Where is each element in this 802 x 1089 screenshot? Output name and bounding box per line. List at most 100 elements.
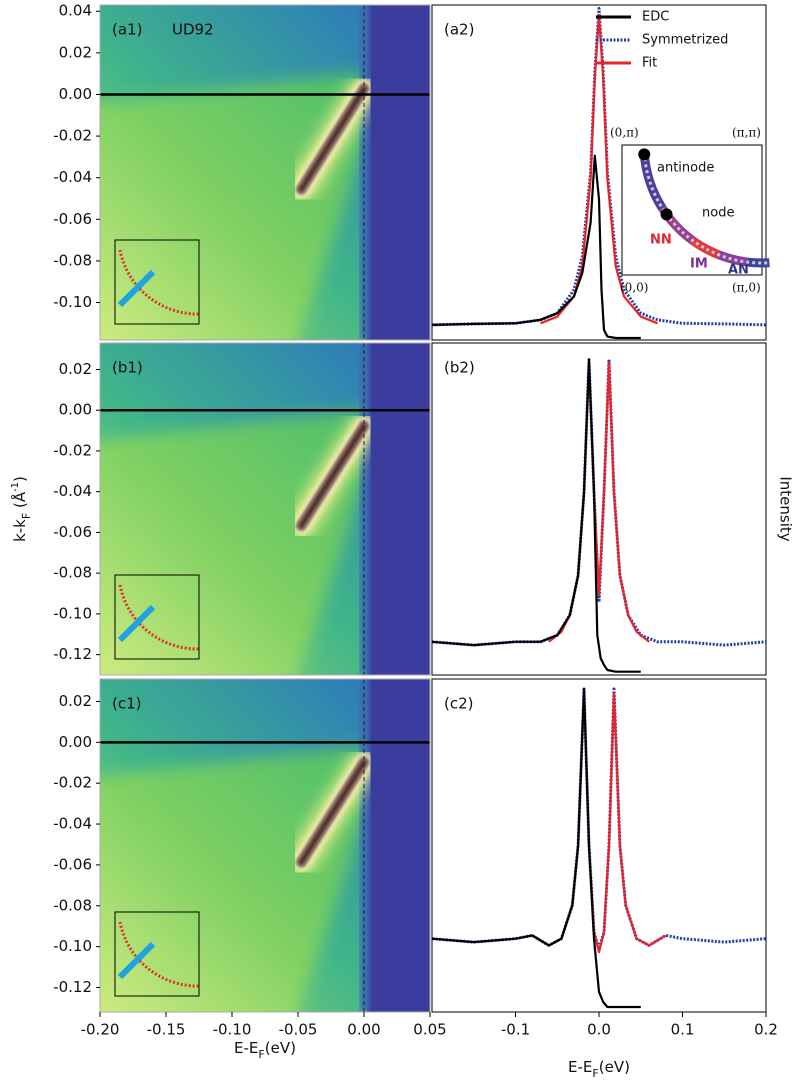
- inset-cut: [117, 604, 156, 643]
- series-line: [431, 358, 767, 647]
- panel-label: (c2): [444, 695, 474, 713]
- x-tick-label: 0.05: [413, 1021, 446, 1039]
- panel-label: (c1): [112, 695, 142, 713]
- y-tick-label: 0.00: [59, 733, 92, 751]
- x-tick-label: 0.0: [587, 1021, 611, 1039]
- y-tick-label: -0.04: [53, 482, 92, 500]
- y-tick-label: -0.08: [53, 896, 92, 914]
- y-tick-label: -0.06: [53, 523, 92, 541]
- frame: [431, 342, 767, 676]
- label-part: (Å: [10, 491, 29, 513]
- x-tick-label: -0.20: [81, 1021, 120, 1039]
- label-part: E-E: [234, 1039, 258, 1057]
- panel-label: (b2): [444, 359, 475, 377]
- y-tick-label: 0.00: [59, 401, 92, 419]
- spectral-wedge: [100, 409, 378, 675]
- inset-box: [114, 574, 200, 660]
- above-ef-edge: [360, 5, 370, 340]
- label-part: E-E: [568, 1058, 592, 1076]
- panel-label: (b1): [112, 359, 143, 377]
- label-part: F: [20, 513, 33, 519]
- panel-label: (a1): [112, 21, 142, 39]
- y-tick-label: -0.02: [53, 441, 92, 459]
- y-tick-label: -0.10: [53, 293, 92, 311]
- y-tick-label: 0.04: [59, 2, 92, 20]
- frame: [99, 678, 431, 1013]
- y-tick-label: -0.12: [53, 978, 92, 996]
- annotation: UD92: [172, 21, 214, 39]
- fermi-arc-dots: [642, 152, 770, 265]
- panel-label: (a2): [444, 21, 474, 39]
- heatmap: [100, 679, 430, 1012]
- y-tick-label: -0.08: [53, 251, 92, 269]
- label-part: F: [258, 1048, 264, 1061]
- antinode-label: antinode: [657, 161, 714, 176]
- region-label: IM: [690, 257, 708, 272]
- y-tick-label: -0.04: [53, 815, 92, 833]
- x-tick-label: 0.2: [754, 1021, 778, 1039]
- corner-label: (0,0): [620, 281, 648, 295]
- inset-arc: [118, 921, 200, 988]
- x-tick-label: 0.1: [671, 1021, 695, 1039]
- corner-label: (π,0): [732, 281, 761, 295]
- band-core: [299, 760, 366, 865]
- series-line: [431, 687, 641, 1009]
- y-tick-label: -0.10: [53, 937, 92, 955]
- inset-box: [114, 239, 200, 325]
- y-tick-label: -0.10: [53, 604, 92, 622]
- inset-cut: [117, 269, 156, 308]
- band-core: [299, 86, 366, 192]
- legend-label: Fit: [642, 56, 657, 71]
- node-dot: [660, 208, 673, 221]
- x-tick-label: 0.00: [347, 1021, 380, 1039]
- y-tick-label: -0.04: [53, 168, 92, 186]
- x-tick-label: -0.1: [501, 1021, 530, 1039]
- frame: [99, 4, 431, 341]
- legend-label: Symmetrized: [642, 33, 728, 48]
- label-part: ): [11, 476, 29, 482]
- y-tick-label: 0.02: [59, 360, 92, 378]
- y-tick-label: -0.06: [53, 855, 92, 873]
- frame: [99, 342, 431, 676]
- y-tick-label: -0.12: [53, 645, 92, 663]
- band-core: [299, 424, 366, 528]
- axis-label: k-kF (Å-1): [10, 476, 33, 542]
- label-part: -1: [10, 482, 21, 492]
- label-part: (eV): [265, 1039, 296, 1057]
- x-tick-label: -0.15: [147, 1021, 186, 1039]
- y-tick-label: -0.06: [53, 210, 92, 228]
- above-ef: [367, 343, 430, 675]
- axis-label: E-EF(eV): [568, 1058, 630, 1080]
- x-tick-label: -0.05: [279, 1021, 318, 1039]
- region-label: AN: [728, 263, 749, 278]
- region-label: NN: [650, 233, 672, 248]
- inset-arc: [118, 249, 200, 316]
- y-tick-label: -0.02: [53, 127, 92, 145]
- antinode-dot: [638, 148, 651, 161]
- y-tick-label: 0.02: [59, 43, 92, 61]
- series-line: [431, 154, 641, 340]
- spectral-wedge: [100, 745, 378, 1012]
- frame: [431, 678, 767, 1013]
- above-ef: [367, 679, 430, 1012]
- y-tick-label: 0.02: [59, 692, 92, 710]
- above-ef-edge: [360, 343, 370, 675]
- y-tick-label: -0.08: [53, 564, 92, 582]
- axis-label: Intensity: [777, 476, 795, 541]
- label-part: k-k: [11, 519, 29, 542]
- heatmap: [100, 343, 430, 675]
- y-tick-label: -0.02: [53, 774, 92, 792]
- heatmap: [100, 5, 430, 340]
- node-label: node: [702, 206, 734, 221]
- series-line: [431, 358, 641, 673]
- label-part: (eV): [599, 1058, 630, 1076]
- corner-label: (0,π): [610, 126, 639, 140]
- x-tick-label: -0.10: [213, 1021, 252, 1039]
- above-ef-edge: [360, 679, 370, 1012]
- above-ef: [367, 5, 430, 340]
- spectral-wedge: [100, 72, 378, 340]
- inset-cut: [117, 941, 156, 980]
- axis-label: E-EF(eV): [234, 1039, 296, 1061]
